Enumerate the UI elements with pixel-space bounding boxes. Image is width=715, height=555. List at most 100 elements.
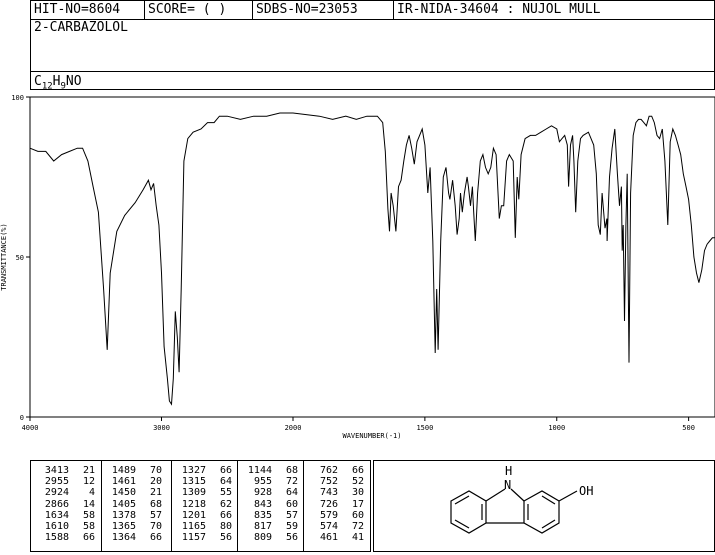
peak-wavenumber: 743 xyxy=(319,487,338,499)
peak-wavenumber: 955 xyxy=(253,476,272,488)
oh-bond xyxy=(558,490,578,502)
peak-row: 1489 70 xyxy=(102,465,168,476)
peak-transmittance: 72 xyxy=(285,476,298,488)
compound-name: 2-CARBAZOLOL xyxy=(34,20,128,35)
right-benzene-ring xyxy=(523,490,560,534)
peak-wavenumber: 809 xyxy=(253,532,272,544)
peak-row: 3413 21 xyxy=(35,465,101,476)
nitrogen-label: N xyxy=(504,478,511,492)
sdbs-number: SDBS-NO=23053 xyxy=(252,1,393,19)
peak-row: 1634 58 xyxy=(35,510,101,521)
peak-transmittance: 56 xyxy=(219,532,232,544)
peak-transmittance: 41 xyxy=(351,532,364,544)
peak-row: 2924 4 xyxy=(35,487,101,498)
x-axis-ticks: 4000 3000 2000 1500 1000 500 xyxy=(22,417,695,432)
peak-transmittance: 70 xyxy=(149,520,162,532)
y-tick-label: 50 xyxy=(16,254,24,262)
peak-transmittance: 80 xyxy=(219,520,232,532)
peak-table: 3413 21 2955 12 2924 4 2866 14 1634 58 1610 58 1588 6… xyxy=(30,460,371,552)
peak-row: 1610 58 xyxy=(35,521,101,532)
carbazolol-structure: H N OH xyxy=(450,464,593,534)
peak-wavenumber: 3413 xyxy=(44,465,69,476)
peak-row: 1201 66 xyxy=(172,510,238,521)
peak-wavenumber: 1365 xyxy=(111,520,136,532)
peak-row: 762 66 xyxy=(304,465,370,476)
peak-row: 1309 55 xyxy=(172,487,238,498)
y-tick-label: 100 xyxy=(11,94,24,102)
peak-row: 809 56 xyxy=(238,532,304,543)
peak-row: 955 72 xyxy=(238,476,304,487)
peak-transmittance: 21 xyxy=(82,465,95,476)
peak-transmittance: 57 xyxy=(149,509,162,521)
structure-panel: H N OH xyxy=(373,460,715,552)
peak-wavenumber: 1588 xyxy=(44,532,69,544)
peak-row: 743 30 xyxy=(304,487,370,498)
peak-transmittance: 60 xyxy=(351,509,364,521)
peak-transmittance: 17 xyxy=(351,498,364,510)
x-tick-label: 2000 xyxy=(285,424,302,432)
peak-wavenumber: 1165 xyxy=(181,520,206,532)
peak-transmittance: 55 xyxy=(219,487,232,499)
peak-transmittance: 68 xyxy=(149,498,162,510)
peak-transmittance: 57 xyxy=(285,509,298,521)
peak-transmittance: 14 xyxy=(82,498,95,510)
peak-row: 928 64 xyxy=(238,487,304,498)
x-tick-label: 3000 xyxy=(153,424,170,432)
ir-spectrum-chart: 4000 3000 2000 1500 1000 500 0 50 100 WAVENUMBE… xyxy=(0,94,715,440)
peak-wavenumber: 579 xyxy=(319,509,338,521)
peak-wavenumber: 1309 xyxy=(181,487,206,499)
peak-row: 574 72 xyxy=(304,521,370,532)
peak-wavenumber: 762 xyxy=(319,465,338,476)
peak-wavenumber: 461 xyxy=(319,532,338,544)
peak-wavenumber: 1327 xyxy=(181,465,206,476)
peak-transmittance: 52 xyxy=(351,476,364,488)
peak-wavenumber: 1489 xyxy=(111,465,136,476)
peak-transmittance: 56 xyxy=(285,532,298,544)
x-tick-label: 1500 xyxy=(416,424,433,432)
peak-transmittance: 59 xyxy=(285,520,298,532)
peak-wavenumber: 752 xyxy=(319,476,338,488)
peak-row: 1165 80 xyxy=(172,521,238,532)
peak-wavenumber: 1634 xyxy=(44,509,69,521)
peak-transmittance: 72 xyxy=(351,520,364,532)
peak-transmittance: 60 xyxy=(285,498,298,510)
peak-column: 1327 66 1315 64 1309 55 1218 62 1201 66 1165 80 1157… xyxy=(171,461,238,551)
peak-column: 1489 70 1461 20 1450 21 1405 68 1378 57 1365 70 1364… xyxy=(101,461,168,551)
peak-wavenumber: 1378 xyxy=(111,509,136,521)
formula-row: C12H9NO xyxy=(31,71,715,92)
hit-number: HIT-NO=8604 xyxy=(34,2,121,17)
peak-column: 1144 68 955 72 928 64 843 60 835 57 817 59 809 56 xyxy=(237,461,304,551)
peak-transmittance: 4 xyxy=(88,487,95,499)
peak-transmittance: 58 xyxy=(82,520,95,532)
peak-wavenumber: 1610 xyxy=(44,520,69,532)
left-benzene-ring xyxy=(450,490,487,534)
peak-row: 1157 56 xyxy=(172,532,238,543)
peak-transmittance: 68 xyxy=(285,465,298,476)
peak-transmittance: 66 xyxy=(149,532,162,544)
peak-row: 1378 57 xyxy=(102,510,168,521)
peak-row: 835 57 xyxy=(238,510,304,521)
peak-row: 2866 14 xyxy=(35,499,101,510)
peak-transmittance: 62 xyxy=(219,498,232,510)
n-bond-right xyxy=(510,488,525,502)
molecular-formula: C12H9NO xyxy=(34,74,82,92)
peak-row: 1364 66 xyxy=(102,532,168,543)
peak-transmittance: 30 xyxy=(351,487,364,499)
y-axis-ticks: 0 50 100 xyxy=(11,94,30,422)
peak-transmittance: 66 xyxy=(82,532,95,544)
peak-wavenumber: 1405 xyxy=(111,498,136,510)
peak-row: 1218 62 xyxy=(172,499,238,510)
peak-column: 762 66 752 52 743 30 726 17 579 60 574 72 461 41 xyxy=(303,461,370,551)
peak-row: 1405 68 xyxy=(102,499,168,510)
peak-wavenumber: 1461 xyxy=(111,476,136,488)
peak-transmittance: 66 xyxy=(219,509,232,521)
peak-wavenumber: 1201 xyxy=(181,509,206,521)
peak-wavenumber: 835 xyxy=(253,509,272,521)
peak-wavenumber: 1218 xyxy=(181,498,206,510)
peak-row: 752 52 xyxy=(304,476,370,487)
peak-row: 843 60 xyxy=(238,499,304,510)
x-tick-label: 1000 xyxy=(548,424,565,432)
peak-transmittance: 66 xyxy=(219,465,232,476)
peak-wavenumber: 2866 xyxy=(44,498,69,510)
x-tick-label: 500 xyxy=(682,424,695,432)
